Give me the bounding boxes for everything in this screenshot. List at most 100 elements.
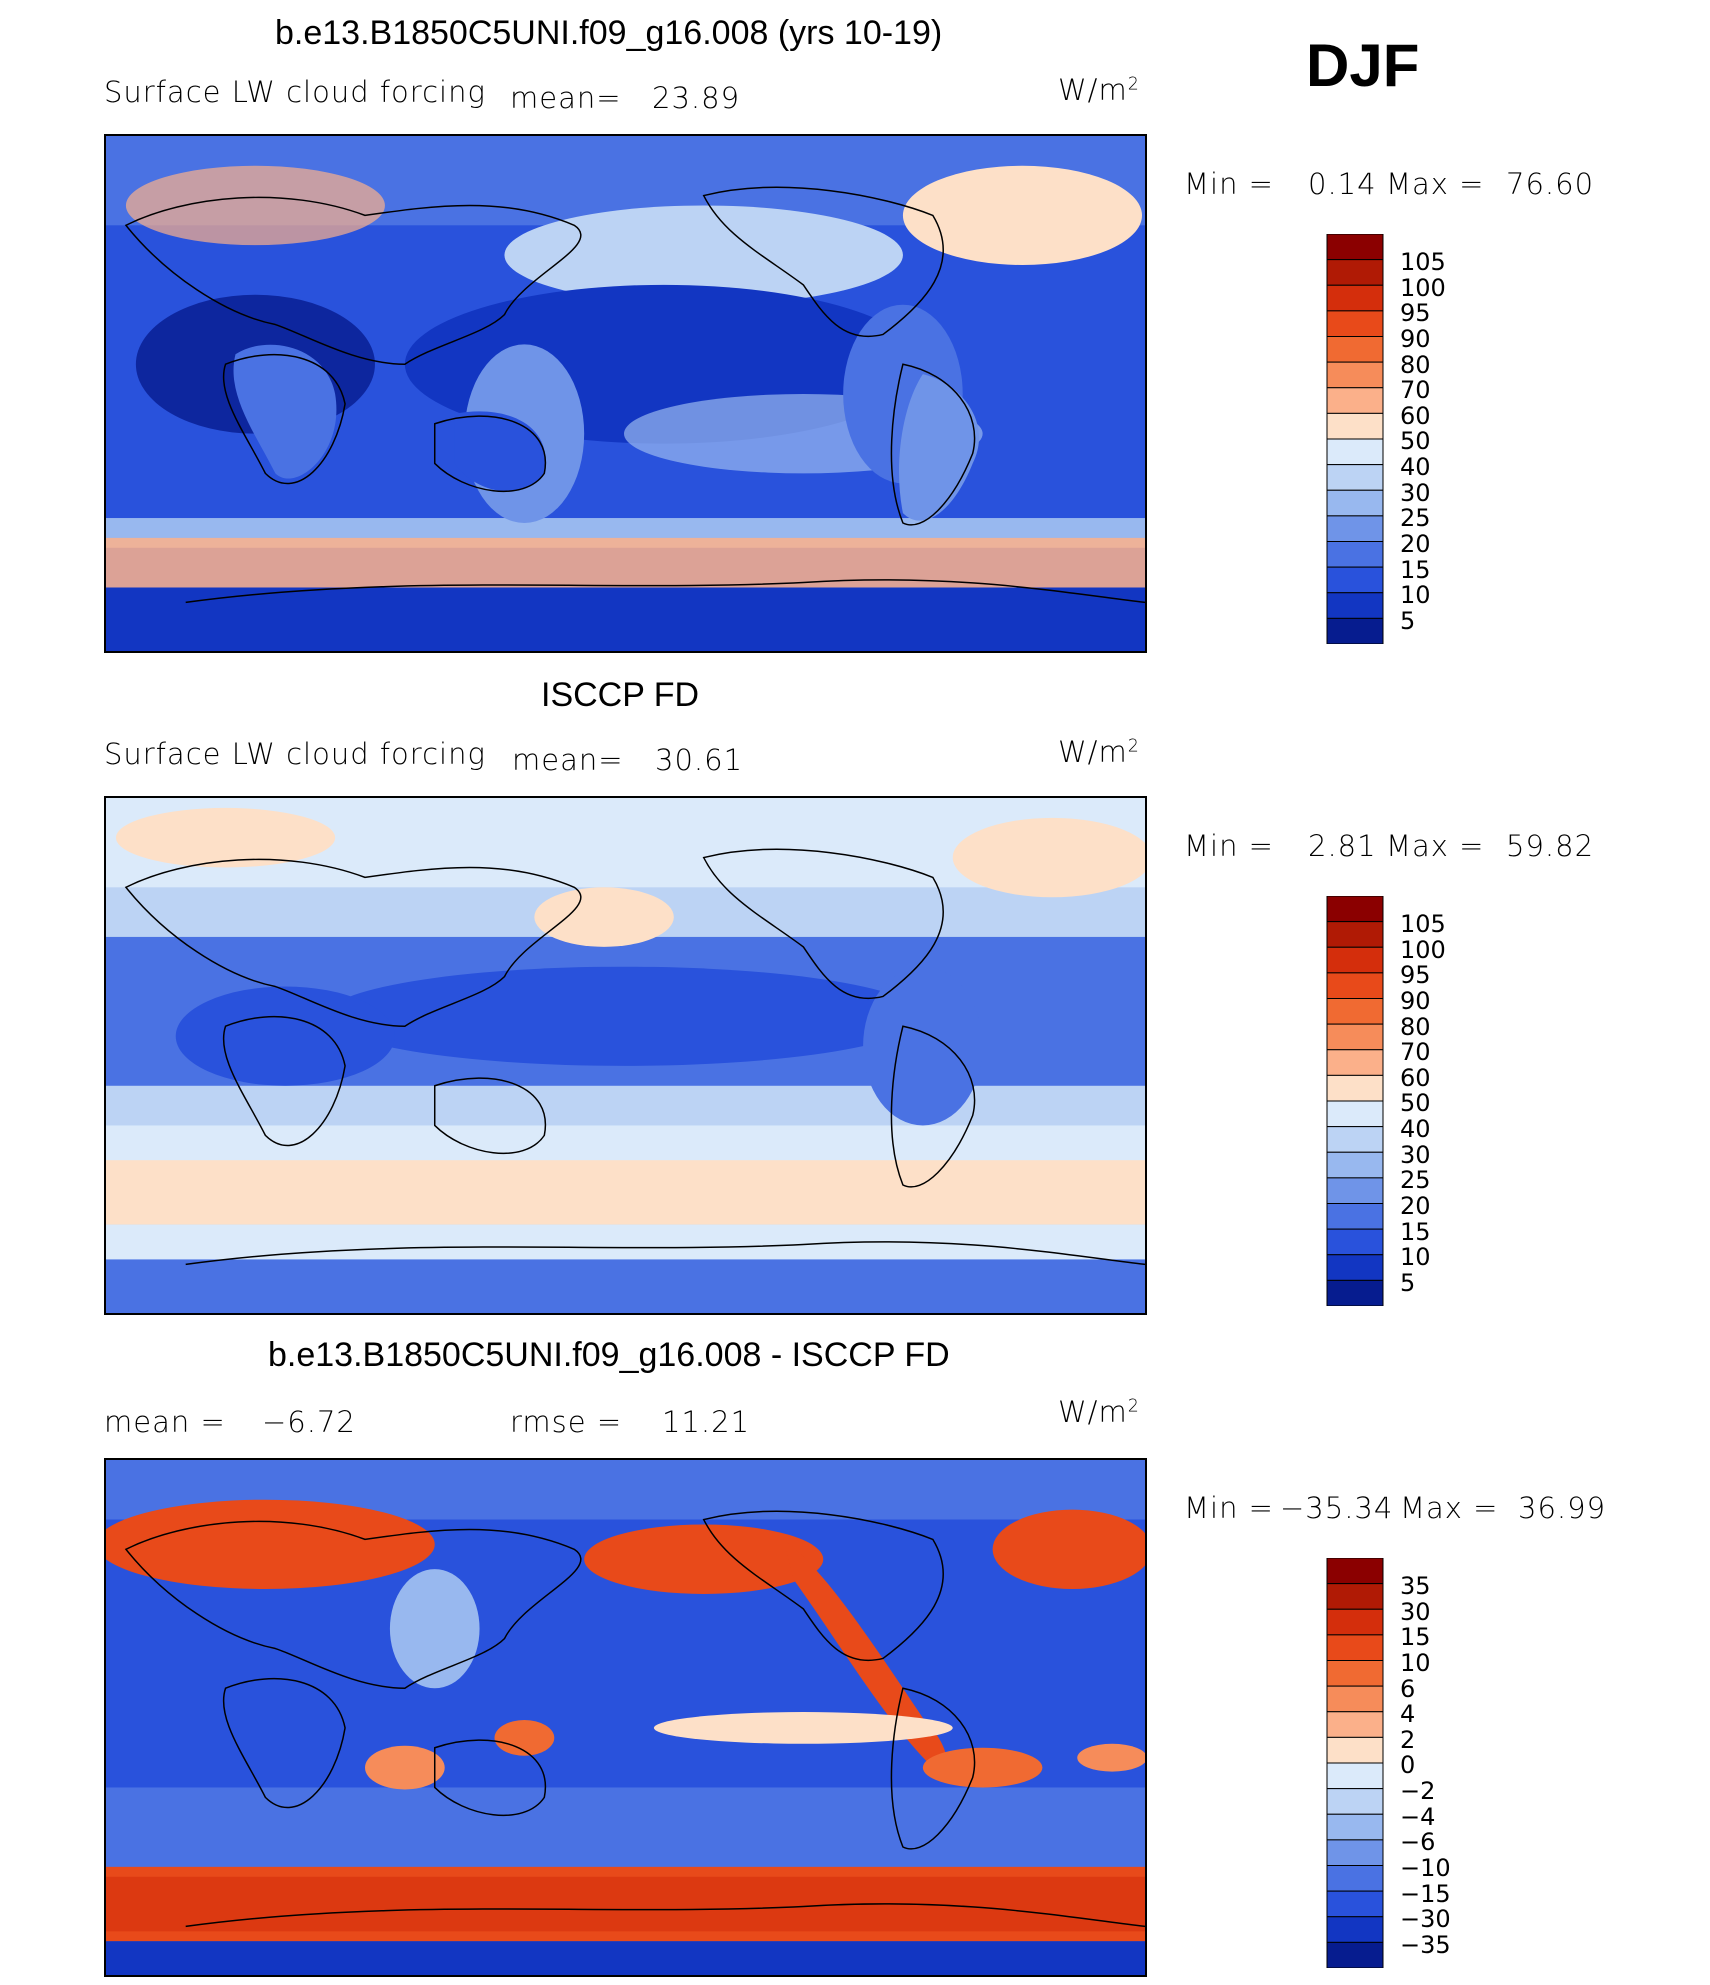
colorbar-swatch bbox=[1326, 1890, 1384, 1918]
panel1-min-label: Min = bbox=[1184, 167, 1274, 201]
colorbar-swatch bbox=[1326, 412, 1384, 440]
panel2-colorbar-swatches bbox=[1326, 896, 1384, 1306]
colorbar-level-label: 25 bbox=[1400, 1166, 1431, 1195]
colorbar-swatch bbox=[1326, 592, 1384, 619]
panel3-map bbox=[104, 1458, 1147, 1977]
colorbar-level-label: 95 bbox=[1400, 961, 1431, 990]
colorbar-swatch bbox=[1326, 1177, 1384, 1204]
colorbar-level-label: 90 bbox=[1400, 986, 1431, 1015]
colorbar-swatch bbox=[1326, 464, 1384, 491]
panel1-mean-value: 23.89 bbox=[652, 81, 741, 115]
panel3-rmse-value: 11.21 bbox=[662, 1405, 751, 1439]
panel2-units: W/m2 bbox=[1058, 735, 1140, 769]
colorbar-level-label: 80 bbox=[1400, 350, 1431, 379]
colorbar-swatch bbox=[1326, 1126, 1384, 1153]
panel1-min-value: 0.14 bbox=[1308, 167, 1377, 201]
colorbar-swatch bbox=[1326, 1023, 1384, 1051]
panel2-title: ISCCP FD bbox=[541, 676, 700, 714]
colorbar-swatch bbox=[1326, 489, 1384, 517]
colorbar-level-label: 20 bbox=[1400, 529, 1431, 558]
colorbar-level-label: 35 bbox=[1400, 1572, 1431, 1600]
panel3-mean-label: mean = bbox=[104, 1405, 226, 1439]
colorbar-swatch bbox=[1326, 1254, 1384, 1281]
panel2-max-value: 59.82 bbox=[1506, 829, 1595, 863]
colorbar-swatch bbox=[1326, 998, 1384, 1025]
colorbar-swatch bbox=[1326, 896, 1384, 923]
panel3-title: b.e13.B1850C5UNI.f09_g16.008 - ISCCP FD bbox=[268, 1336, 950, 1374]
panel3-mean-value: −6.72 bbox=[262, 1405, 356, 1439]
colorbar-level-label: 2 bbox=[1400, 1725, 1416, 1754]
panel1-variable: Surface LW cloud forcing bbox=[104, 75, 486, 109]
colorbar-level-label: 95 bbox=[1400, 299, 1431, 328]
colorbar-swatch bbox=[1326, 234, 1384, 261]
colorbar-swatch bbox=[1326, 438, 1384, 466]
colorbar-swatch bbox=[1326, 946, 1384, 974]
colorbar-level-label: −30 bbox=[1400, 1905, 1451, 1934]
colorbar-level-label: −4 bbox=[1400, 1802, 1436, 1831]
colorbar-swatch bbox=[1326, 361, 1384, 389]
panel2-mean-value: 30.61 bbox=[655, 743, 744, 777]
colorbar-swatch bbox=[1326, 515, 1384, 542]
colorbar-swatch bbox=[1326, 1813, 1384, 1841]
colorbar-swatch bbox=[1326, 1203, 1384, 1230]
colorbar-swatch bbox=[1326, 921, 1384, 948]
colorbar-level-label: 15 bbox=[1400, 1217, 1431, 1246]
panel3-max-value: 36.99 bbox=[1518, 1491, 1607, 1525]
colorbar-swatch bbox=[1326, 1788, 1384, 1815]
colorbar-level-label: 5 bbox=[1400, 1268, 1416, 1297]
panel1-colorbar bbox=[1326, 234, 1384, 644]
panel3-units: W/m2 bbox=[1058, 1395, 1140, 1429]
colorbar-level-label: 30 bbox=[1400, 478, 1431, 507]
colorbar-level-label: 30 bbox=[1400, 1140, 1431, 1169]
colorbar-swatch bbox=[1326, 566, 1384, 594]
colorbar-swatch bbox=[1326, 1711, 1384, 1738]
colorbar-swatch bbox=[1326, 1074, 1384, 1102]
panel2-colorbar bbox=[1326, 896, 1384, 1306]
colorbar-swatch bbox=[1326, 1049, 1384, 1076]
colorbar-level-label: −35 bbox=[1400, 1930, 1451, 1959]
colorbar-level-label: 0 bbox=[1400, 1751, 1416, 1780]
colorbar-level-label: −10 bbox=[1400, 1853, 1451, 1882]
colorbar-swatch bbox=[1326, 1736, 1384, 1764]
colorbar-level-label: 5 bbox=[1400, 606, 1416, 635]
colorbar-level-label: 60 bbox=[1400, 1063, 1431, 1092]
colorbar-level-label: −6 bbox=[1400, 1828, 1436, 1857]
colorbar-level-label: 10 bbox=[1400, 1648, 1431, 1677]
panel3-map-field bbox=[106, 1460, 1145, 1975]
panel3-max-label: Max = bbox=[1400, 1491, 1499, 1525]
panel1-colorbar-swatches bbox=[1326, 234, 1384, 644]
colorbar-level-label: −15 bbox=[1400, 1879, 1451, 1908]
panel3-colorbar bbox=[1326, 1558, 1384, 1968]
colorbar-level-label: 50 bbox=[1400, 427, 1431, 456]
colorbar-level-label: 100 bbox=[1400, 273, 1446, 302]
colorbar-swatch bbox=[1326, 1558, 1384, 1585]
colorbar-level-label: 40 bbox=[1400, 1115, 1431, 1143]
colorbar-swatch bbox=[1326, 1228, 1384, 1256]
panel2-max-label: Max = bbox=[1386, 829, 1485, 863]
colorbar-swatch bbox=[1326, 972, 1384, 999]
colorbar-swatch bbox=[1326, 1634, 1384, 1661]
colorbar-level-label: 10 bbox=[1400, 581, 1431, 610]
colorbar-level-label: 105 bbox=[1400, 910, 1446, 938]
colorbar-level-label: 30 bbox=[1400, 1597, 1431, 1626]
panel2-variable: Surface LW cloud forcing bbox=[104, 737, 486, 771]
colorbar-level-label: 60 bbox=[1400, 401, 1431, 430]
colorbar-swatch bbox=[1326, 336, 1384, 363]
colorbar-swatch bbox=[1326, 1100, 1384, 1128]
colorbar-level-label: 10 bbox=[1400, 1243, 1431, 1272]
panel2-mean-label: mean= bbox=[512, 743, 624, 777]
colorbar-level-label: 15 bbox=[1400, 1623, 1431, 1652]
colorbar-level-label: 40 bbox=[1400, 453, 1431, 481]
panel3-rmse-label: rmse = bbox=[510, 1405, 623, 1439]
panel2-map bbox=[104, 796, 1147, 1315]
colorbar-level-label: 90 bbox=[1400, 324, 1431, 353]
colorbar-swatch bbox=[1326, 1660, 1384, 1687]
colorbar-swatch bbox=[1326, 1762, 1384, 1790]
colorbar-swatch bbox=[1326, 1583, 1384, 1610]
panel1-max-value: 76.60 bbox=[1506, 167, 1595, 201]
colorbar-swatch bbox=[1326, 1941, 1384, 1968]
colorbar-level-label: 100 bbox=[1400, 935, 1446, 964]
colorbar-level-label: 20 bbox=[1400, 1191, 1431, 1220]
colorbar-level-label: 70 bbox=[1400, 376, 1431, 405]
colorbar-swatch bbox=[1326, 1839, 1384, 1866]
